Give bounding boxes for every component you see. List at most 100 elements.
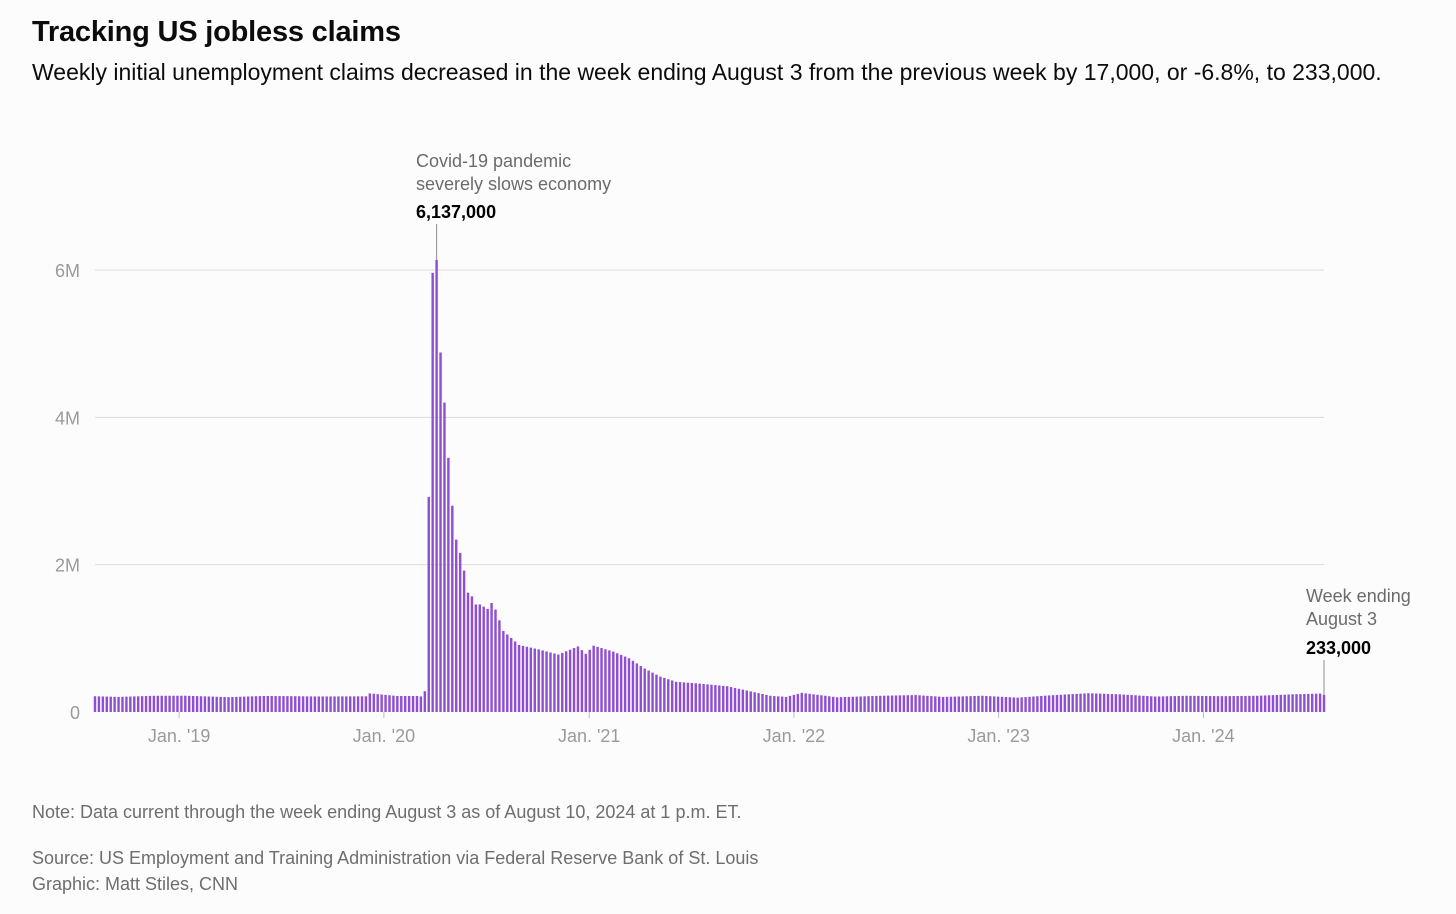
bar <box>930 696 933 712</box>
bar <box>871 696 874 712</box>
bar <box>1287 694 1290 712</box>
bar <box>851 696 855 712</box>
peak-annotation-label: Covid-19 pandemic <box>416 151 571 171</box>
bar <box>180 695 183 712</box>
bar <box>627 658 631 712</box>
bar <box>427 496 430 712</box>
bar <box>572 648 576 712</box>
bar <box>537 649 540 712</box>
bar <box>682 682 686 712</box>
bar <box>568 649 572 712</box>
bar <box>1177 695 1180 712</box>
x-tick-label: Jan. '24 <box>1172 726 1234 746</box>
bar <box>478 604 482 712</box>
bar <box>886 695 890 712</box>
bar <box>1032 696 1035 712</box>
bar <box>859 696 862 712</box>
bar <box>643 668 646 712</box>
bar <box>352 696 356 712</box>
bar <box>989 696 992 712</box>
bar <box>1220 696 1224 712</box>
bar <box>1150 696 1153 712</box>
bar <box>1161 696 1165 712</box>
bar <box>702 684 705 712</box>
bar <box>506 634 509 712</box>
x-tick-label: Jan. '20 <box>353 726 415 746</box>
bar <box>985 696 988 712</box>
bar <box>1232 696 1235 712</box>
bar <box>168 695 171 712</box>
chart-container: 0 2M 4M 6M Jan. '19 Jan. '20 Jan. '21 Jan. '22 J… <box>0 140 1456 772</box>
chart-credit: Graphic: Matt Stiles, CNN <box>32 874 239 894</box>
bar <box>1008 697 1012 712</box>
bar <box>1181 695 1184 712</box>
latest-annotation-value: 233,000 <box>1306 638 1371 658</box>
bar <box>1020 697 1023 712</box>
bar <box>1083 693 1086 712</box>
bar <box>808 693 811 712</box>
bar <box>749 691 752 712</box>
bar <box>690 682 694 712</box>
bar <box>400 696 403 712</box>
bar <box>769 695 772 712</box>
bar <box>188 695 191 712</box>
bar <box>97 696 101 712</box>
bar <box>207 696 211 712</box>
bar <box>290 696 293 712</box>
bar <box>737 688 741 712</box>
bar <box>203 696 207 712</box>
bar <box>215 696 218 712</box>
bar <box>439 352 442 712</box>
bar <box>824 695 827 712</box>
bar <box>1240 695 1243 712</box>
bar <box>1204 696 1208 712</box>
chart-note: Note: Data current through the week endi… <box>32 802 742 822</box>
bar <box>1153 696 1157 712</box>
bar <box>129 696 132 712</box>
bar <box>1224 696 1228 712</box>
bar <box>1110 694 1114 712</box>
bar <box>816 694 819 712</box>
bar <box>121 696 124 712</box>
bar <box>1000 696 1004 712</box>
bar <box>953 696 957 712</box>
bar <box>553 653 556 712</box>
bar <box>156 695 160 712</box>
bar <box>1075 693 1078 712</box>
bar <box>604 649 607 712</box>
bar <box>725 686 729 712</box>
latest-annotation-label: August 3 <box>1306 609 1377 629</box>
x-tick-label: Jan. '21 <box>558 726 620 746</box>
bar <box>1044 695 1047 712</box>
bar <box>184 695 187 712</box>
bar <box>372 693 375 712</box>
bar <box>1012 697 1016 712</box>
bar <box>753 692 756 712</box>
bar <box>1071 694 1074 712</box>
bar <box>333 696 336 712</box>
bar <box>211 696 215 712</box>
bar <box>101 696 105 712</box>
bar <box>1299 694 1302 712</box>
bar <box>1322 694 1326 712</box>
bar <box>1055 694 1059 712</box>
bar <box>1295 694 1298 712</box>
bar <box>278 696 281 712</box>
bar <box>482 606 485 712</box>
bar <box>1059 694 1063 712</box>
bar <box>321 696 324 712</box>
bar <box>458 552 462 712</box>
bar <box>1098 693 1102 712</box>
bar <box>109 696 112 712</box>
bar <box>839 697 843 712</box>
bar <box>600 648 603 712</box>
bar <box>1252 695 1255 712</box>
bar <box>195 696 199 712</box>
bar <box>1087 693 1090 712</box>
bar <box>254 696 258 712</box>
bar <box>1047 695 1051 712</box>
bar <box>356 696 360 712</box>
bar <box>396 696 399 712</box>
y-tick-label: 2M <box>55 556 80 576</box>
bar <box>663 677 666 712</box>
